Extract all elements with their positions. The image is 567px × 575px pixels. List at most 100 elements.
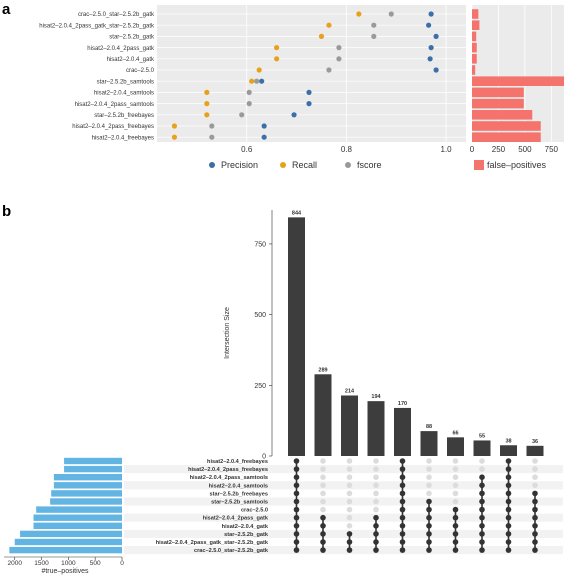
matrix-dot-inactive bbox=[346, 506, 353, 513]
matrix-dot-active bbox=[399, 490, 406, 497]
dot-point-precision bbox=[261, 134, 267, 140]
fp-bar bbox=[472, 65, 476, 75]
matrix-dot-active bbox=[452, 539, 459, 545]
matrix-dot-active bbox=[293, 523, 300, 529]
dot-category-label: hisat2–2.0.4_gatk bbox=[107, 57, 155, 63]
matrix-row-shade bbox=[124, 481, 563, 490]
ix-bar-value-label: 214 bbox=[345, 388, 355, 394]
matrix-dot-active bbox=[479, 490, 485, 497]
panel-label-b: b bbox=[2, 203, 11, 220]
ix-y-tick-label: 0 bbox=[262, 454, 266, 461]
matrix-dot-active bbox=[479, 474, 485, 481]
tp-bar bbox=[51, 490, 123, 497]
ix-bar-value-label: 289 bbox=[318, 367, 327, 373]
matrix-dot-active bbox=[479, 506, 485, 513]
matrix-dot-inactive bbox=[373, 498, 379, 505]
fp-bar bbox=[472, 9, 479, 19]
dot-x-tick-label: 0.6 bbox=[241, 145, 253, 154]
matrix-dot-inactive bbox=[373, 466, 379, 472]
matrix-row-label: star–2.5.2b_freebayes bbox=[210, 491, 268, 497]
matrix-dot-inactive bbox=[320, 474, 326, 481]
panel-label-a: a bbox=[2, 1, 11, 18]
fp-x-tick-label: 0 bbox=[470, 145, 475, 154]
matrix-dot-active bbox=[399, 506, 406, 513]
matrix-dot-inactive bbox=[479, 466, 485, 472]
legend-label: fscore bbox=[357, 160, 382, 170]
dot-point-fscore bbox=[371, 22, 377, 28]
matrix-dot-inactive bbox=[452, 466, 459, 472]
fp-bar bbox=[472, 54, 477, 64]
matrix-dot-active bbox=[293, 506, 300, 513]
dot-point-recall bbox=[274, 45, 280, 51]
matrix-dot-active bbox=[532, 498, 538, 505]
matrix-row-shade bbox=[124, 529, 563, 538]
tp-x-tick-label: 500 bbox=[90, 560, 101, 567]
dot-category-label: hisat2–2.0.4_2pass_gatk_star–2.5.2b_gatk bbox=[39, 23, 155, 29]
matrix-dot-active bbox=[532, 523, 538, 529]
fp-bar bbox=[472, 31, 477, 42]
legend-marker-fscore bbox=[345, 162, 351, 168]
matrix-dot-active bbox=[532, 514, 538, 521]
matrix-dot-active bbox=[532, 531, 538, 537]
matrix-dot-active bbox=[505, 539, 512, 545]
fp-x-tick-label: 750 bbox=[545, 145, 559, 154]
fp-bar bbox=[472, 20, 480, 30]
legend-label: Recall bbox=[292, 160, 317, 170]
matrix-dot-active bbox=[373, 547, 379, 553]
fp-bar bbox=[472, 87, 524, 98]
matrix-dot-active bbox=[452, 547, 459, 553]
matrix-dot-active bbox=[399, 498, 406, 505]
dot-point-fscore bbox=[209, 123, 215, 129]
dot-point-recall bbox=[318, 33, 325, 40]
matrix-dot-active bbox=[293, 539, 300, 545]
matrix-dot-inactive bbox=[320, 498, 326, 505]
matrix-dot-active bbox=[293, 498, 300, 505]
ix-bar bbox=[288, 217, 305, 456]
matrix-row-label: star–2.5.2b_gatk bbox=[224, 532, 269, 538]
matrix-dot-active bbox=[532, 490, 538, 497]
matrix-dot-active bbox=[505, 531, 512, 537]
matrix-dot-inactive bbox=[426, 490, 432, 497]
dot-point-recall bbox=[171, 134, 178, 140]
matrix-dot-inactive bbox=[452, 474, 459, 481]
dot-point-recall bbox=[326, 22, 332, 28]
matrix-dot-active bbox=[479, 531, 485, 537]
matrix-dot-active bbox=[505, 490, 512, 497]
matrix-dot-inactive bbox=[373, 490, 379, 497]
matrix-dot-active bbox=[426, 514, 432, 521]
matrix-dot-active bbox=[426, 539, 432, 545]
matrix-dot-active bbox=[479, 514, 485, 521]
intersection-size-panel: 0 250 500 750 Intersection Size 844 289 214 194 1… bbox=[224, 210, 544, 461]
tp-x-tick-label: 1000 bbox=[61, 560, 76, 567]
matrix-dot-active bbox=[373, 523, 379, 529]
true-positives-panel: 2000 1500 1000 500 0 #true–positives bbox=[4, 457, 124, 575]
dot-point-recall bbox=[274, 56, 280, 62]
tp-bar bbox=[36, 506, 122, 513]
ix-bar-value-label: 194 bbox=[371, 394, 381, 400]
matrix-dot-active bbox=[452, 514, 459, 521]
fp-bar bbox=[472, 42, 477, 53]
matrix-row-label: hisat2–2.0.4_freebayes bbox=[207, 459, 268, 465]
matrix-dot-active bbox=[505, 547, 512, 553]
matrix-dot-inactive bbox=[346, 482, 353, 489]
dot-point-precision bbox=[291, 112, 297, 118]
tp-bar bbox=[14, 538, 123, 546]
matrix-dot-inactive bbox=[426, 474, 432, 481]
legend-marker-recall bbox=[280, 162, 286, 168]
matrix-row-shade bbox=[124, 465, 563, 474]
matrix-dot-inactive bbox=[346, 466, 353, 472]
dot-point-fscore bbox=[371, 33, 377, 40]
tp-bar bbox=[64, 457, 122, 465]
ix-bar-value-label: 38 bbox=[505, 438, 511, 444]
matrix-dot-inactive bbox=[320, 466, 326, 472]
matrix-dot-active bbox=[320, 547, 326, 553]
matrix-dot-inactive bbox=[452, 498, 459, 505]
matrix-dot-active bbox=[426, 506, 432, 513]
dot-point-precision bbox=[426, 22, 432, 28]
matrix-dot-active bbox=[320, 514, 326, 521]
matrix-dot-active bbox=[293, 482, 300, 489]
dot-category-label: hisat2–2.0.4_freebayes bbox=[92, 135, 154, 141]
dot-point-recall bbox=[249, 78, 255, 84]
dot-category-label: star–2.5.2b_gatk bbox=[109, 35, 155, 41]
matrix-dot-active bbox=[452, 506, 459, 513]
